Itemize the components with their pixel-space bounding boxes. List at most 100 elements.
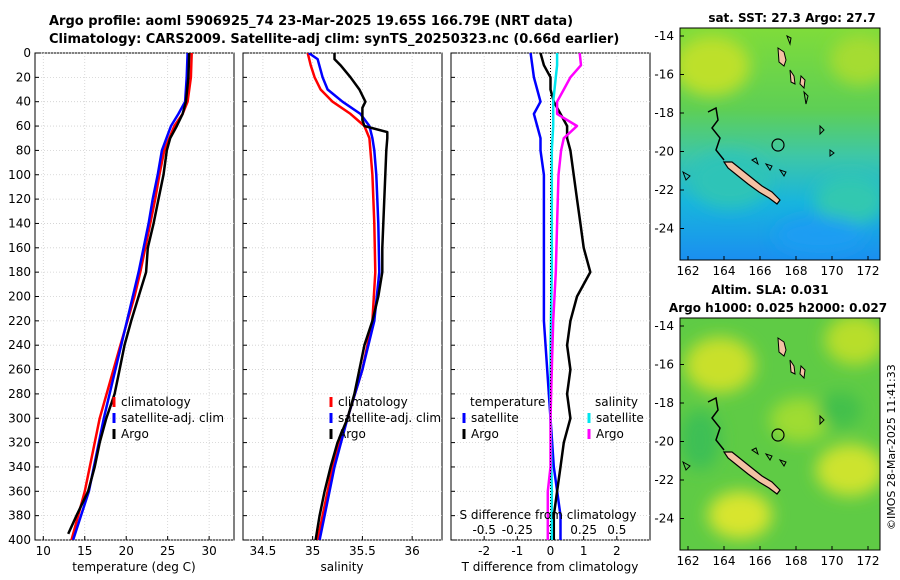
- loyalty-islands: [682, 414, 825, 471]
- depth-tick-label: 0: [23, 46, 31, 60]
- temperature-xtick-label: 15: [77, 544, 92, 558]
- legend-label-t-sat: satellite: [471, 411, 519, 425]
- banks-islands: [786, 34, 792, 46]
- depth-tick-label: 80: [16, 143, 31, 157]
- depth-tick-label: 380: [8, 509, 31, 523]
- map-lat-label: -18: [654, 396, 674, 410]
- depth-tick-label: 100: [8, 168, 31, 182]
- temperature-xtick-label: 20: [119, 544, 134, 558]
- loyalty-islands: [682, 124, 835, 181]
- difference-line-salinity-argo: [546, 53, 583, 540]
- difference-legend: temperature satellite Argo salinity sate…: [462, 395, 644, 441]
- s-diff-tick-label: 0.5: [607, 523, 626, 537]
- map-lat-label: -24: [654, 512, 674, 526]
- map-lat-label: -14: [654, 29, 674, 43]
- map-lon-label: 164: [713, 264, 736, 278]
- map-lon-label: 168: [785, 554, 808, 568]
- figure-title-line1: Argo profile: aoml 5906925_74 23-Mar-202…: [49, 14, 574, 29]
- s-difference-xlabel: S difference from climatology: [460, 508, 637, 522]
- sla-map: [680, 318, 880, 550]
- map-lon-label: 162: [677, 264, 700, 278]
- difference-xtick-label: 2: [613, 544, 621, 558]
- sla-coastlines: [682, 337, 825, 495]
- difference-series-group: [529, 53, 592, 540]
- depth-tick-label: 20: [16, 70, 31, 84]
- salinity-series-group: [306, 53, 389, 540]
- sst-patches: [680, 35, 880, 253]
- depth-tick-label: 340: [8, 460, 31, 474]
- map-lat-label: -22: [654, 473, 674, 487]
- legend-label-argo: Argo: [121, 427, 149, 441]
- vanuatu-island-a: [777, 47, 787, 67]
- sst-map: [680, 28, 880, 260]
- sst-coastlines: [682, 34, 835, 205]
- difference-xtick-label: 0: [547, 544, 555, 558]
- depth-tick-label: 60: [16, 119, 31, 133]
- vanuatu-island-b: [789, 69, 796, 85]
- map-lat-label: -18: [654, 106, 674, 120]
- map-lon-label: 166: [749, 554, 772, 568]
- new-caledonia-island: [722, 161, 781, 205]
- depth-tick-label: 200: [8, 290, 31, 304]
- salinity-xlabel: salinity: [320, 560, 363, 574]
- salinity-xtick-label: 34.5: [250, 544, 277, 558]
- difference-xtick-label: 1: [580, 544, 588, 558]
- temperature-xtick-label: 25: [160, 544, 175, 558]
- map-lat-label: -16: [654, 358, 674, 372]
- map-lon-label: 170: [821, 554, 844, 568]
- temperature-xlabel: temperature (deg C): [72, 560, 195, 574]
- depth-tick-label: 220: [8, 314, 31, 328]
- salinity-legend: climatology satellite-adj. clim Argo: [329, 395, 441, 441]
- vanuatu-island-c: [799, 364, 806, 380]
- legend-title-temperature: temperature: [470, 395, 545, 409]
- map-lat-label: -16: [654, 68, 674, 82]
- map-lon-label: 166: [749, 264, 772, 278]
- t-difference-xlabel: T difference from climatology: [461, 560, 639, 574]
- difference-xtick-label: -1: [511, 544, 523, 558]
- depth-tick-label: 180: [8, 265, 31, 279]
- depth-tick-label: 40: [16, 95, 31, 109]
- salinity-xtick-label: 35.5: [349, 544, 376, 558]
- map-lon-label: 172: [857, 554, 880, 568]
- depth-tick-label: 280: [8, 387, 31, 401]
- depth-tick-label: 300: [8, 411, 31, 425]
- reef-outline: [707, 396, 725, 451]
- legend-label-clim: climatology: [338, 395, 408, 409]
- difference-xtick-label: -2: [478, 544, 490, 558]
- legend-label-s-argo: Argo: [596, 427, 624, 441]
- depth-tick-label: 240: [8, 338, 31, 352]
- legend-label-s-sat: satellite: [596, 411, 644, 425]
- salinity-xtick-label: 36: [405, 544, 420, 558]
- temperature-line-argo: [67, 53, 191, 535]
- temperature-xtick-label: 10: [36, 544, 51, 558]
- map-lon-label: 172: [857, 264, 880, 278]
- map-lon-label: 168: [785, 264, 808, 278]
- map-lat-label: -24: [654, 222, 674, 236]
- vanuatu-island-b: [789, 359, 796, 375]
- s-diff-tick-label: -0.25: [502, 523, 533, 537]
- reef-outline: [707, 106, 725, 161]
- vanuatu-island-c: [799, 74, 806, 90]
- sla-map-frame: [679, 317, 881, 551]
- map-lon-label: 170: [821, 264, 844, 278]
- depth-tick-label: 120: [8, 192, 31, 206]
- salinity-line-argo: [314, 53, 389, 540]
- imos-credit: ©IMOS 28-Mar-2025 11:41:33: [885, 364, 898, 530]
- temperature-xtick-label: 30: [201, 544, 216, 558]
- depth-tick-label: 140: [8, 216, 31, 230]
- map-lon-label: 164: [713, 554, 736, 568]
- new-caledonia-island: [722, 451, 781, 495]
- figure-title-line2: Climatology: CARS2009. Satellite-adj cli…: [49, 32, 620, 47]
- legend-title-salinity: salinity: [595, 395, 638, 409]
- depth-tick-label: 260: [8, 363, 31, 377]
- legend-label-sat: satellite-adj. clim: [121, 411, 224, 425]
- temperature-series-group: [67, 53, 193, 540]
- map-lat-label: -14: [654, 319, 674, 333]
- salinity-xtick-label: 35: [305, 544, 320, 558]
- sla-map-title: Altim. SLA: 0.031: [711, 283, 828, 297]
- map-lat-label: -22: [654, 183, 674, 197]
- legend-label-clim: climatology: [121, 395, 191, 409]
- legend-label-sat: satellite-adj. clim: [338, 411, 441, 425]
- argo-location-marker: [771, 138, 785, 152]
